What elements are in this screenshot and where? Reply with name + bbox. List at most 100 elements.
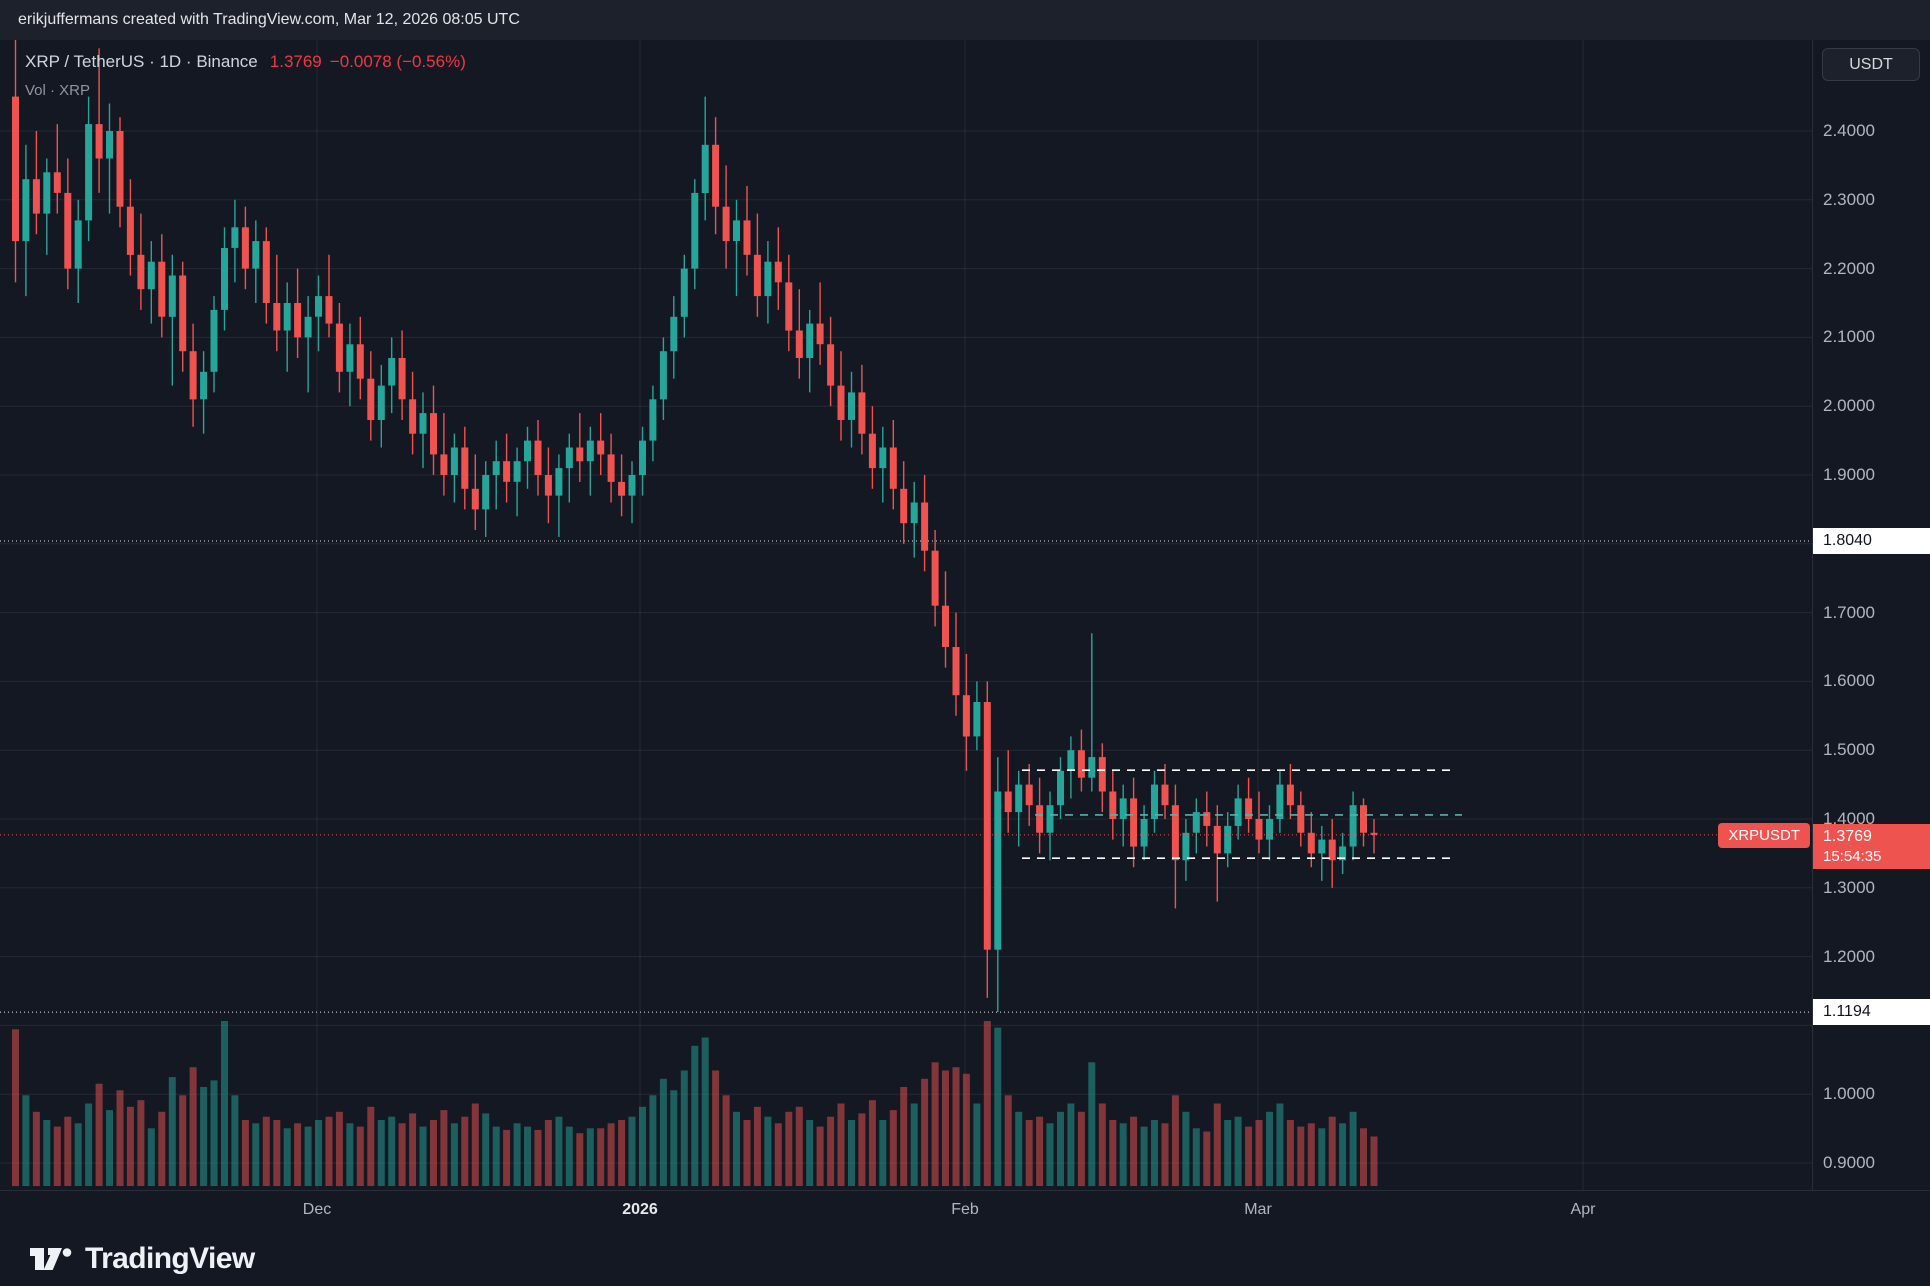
- currency-toggle-button[interactable]: USDT: [1822, 48, 1920, 81]
- candle: [1318, 825, 1326, 881]
- volume-bar: [210, 1080, 218, 1186]
- candle: [346, 323, 354, 407]
- price-axis-label: 1.7000: [1823, 602, 1875, 622]
- volume-bar: [586, 1128, 594, 1186]
- symbol-title[interactable]: XRP / TetherUS · 1D · Binance: [25, 52, 258, 71]
- candle: [450, 433, 458, 503]
- volume-bar: [64, 1116, 72, 1186]
- candle: [116, 117, 124, 228]
- candle: [1339, 832, 1347, 874]
- candle: [1192, 798, 1200, 854]
- volume-bar: [325, 1116, 333, 1186]
- price-axis[interactable]: USDT 1.8040 1.1194 1.3769 15:54:35 0.900…: [1812, 40, 1930, 1190]
- volume-bar: [450, 1123, 458, 1186]
- brand-name[interactable]: TradingView: [85, 1242, 255, 1275]
- volume-bar: [868, 1100, 876, 1186]
- candle: [1245, 777, 1253, 833]
- volume-bar: [701, 1037, 709, 1186]
- candle: [806, 309, 814, 393]
- candle: [1297, 791, 1305, 847]
- volume-bar: [1004, 1095, 1012, 1187]
- candle: [983, 681, 991, 998]
- volume-bar: [889, 1110, 897, 1186]
- candle: [1098, 743, 1106, 813]
- volume-bar: [597, 1128, 605, 1186]
- volume-bar: [471, 1103, 479, 1186]
- volume-bar: [1339, 1123, 1347, 1186]
- volume-bar: [670, 1090, 678, 1186]
- candle: [837, 351, 845, 441]
- candle: [816, 282, 824, 365]
- volume-bar: [1046, 1123, 1054, 1186]
- candle: [1004, 750, 1012, 833]
- candle: [482, 461, 490, 537]
- tradingview-logo-icon[interactable]: [28, 1241, 72, 1277]
- candle: [22, 144, 30, 297]
- candle: [618, 454, 626, 517]
- volume-bar: [315, 1120, 322, 1186]
- candle: [377, 364, 385, 448]
- candle: [889, 420, 897, 510]
- volume-bar: [43, 1120, 51, 1186]
- volume-bar: [1036, 1116, 1044, 1186]
- volume-bar: [691, 1045, 699, 1187]
- volume-bar: [335, 1111, 343, 1187]
- candle: [440, 413, 448, 496]
- candle: [1234, 784, 1242, 840]
- candle: [325, 254, 333, 338]
- volume-bar: [356, 1126, 364, 1186]
- volume-bar: [837, 1103, 845, 1186]
- candle: [1276, 770, 1284, 833]
- price-axis-label: 1.5000: [1823, 740, 1875, 760]
- volume-bar: [910, 1103, 918, 1186]
- volume-bar: [168, 1077, 176, 1186]
- candle: [1046, 791, 1054, 861]
- candle: [879, 426, 887, 503]
- volume-bar: [764, 1116, 772, 1186]
- candle: [179, 261, 187, 372]
- candle: [241, 206, 249, 290]
- volume-bar: [106, 1110, 113, 1186]
- candle: [1077, 729, 1085, 792]
- volume-bar: [189, 1067, 197, 1186]
- candle: [722, 165, 730, 269]
- candle: [315, 275, 322, 352]
- volume-bar: [607, 1123, 615, 1186]
- candle: [680, 254, 688, 338]
- candle: [200, 351, 208, 434]
- volume-bar: [774, 1123, 782, 1186]
- volume-bar: [1057, 1111, 1064, 1187]
- volume-bar: [921, 1078, 929, 1187]
- volume-bar: [1318, 1128, 1326, 1186]
- volume-bar: [482, 1113, 490, 1186]
- candle: [858, 364, 866, 455]
- candle: [356, 316, 364, 400]
- volume-indicator-label[interactable]: Vol · XRP: [25, 82, 91, 99]
- candle: [409, 371, 417, 455]
- volume-bar: [628, 1116, 636, 1186]
- volume-bar: [273, 1120, 281, 1186]
- candle: [795, 289, 803, 379]
- volume-bar: [1182, 1111, 1190, 1187]
- volume-bar: [137, 1100, 145, 1186]
- volume-bar: [1224, 1120, 1232, 1186]
- volume-bar: [1328, 1116, 1336, 1186]
- volume-bar: [555, 1116, 563, 1186]
- candle: [168, 254, 176, 386]
- time-axis[interactable]: Dec 2026 Feb Mar Apr: [0, 1190, 1930, 1232]
- last-price-symbol-badge: XRPUSDT: [1718, 822, 1810, 848]
- candle: [659, 337, 667, 420]
- price-axis-label: 1.2000: [1823, 946, 1875, 966]
- candle: [1109, 770, 1117, 840]
- candle: [503, 433, 511, 503]
- price-axis-label: 0.9000: [1823, 1153, 1875, 1172]
- price-level-badge-low: 1.1194: [1813, 999, 1930, 1026]
- volume-bar: [879, 1120, 887, 1186]
- volume-bar: [1370, 1136, 1378, 1186]
- price-axis-label: 2.2000: [1823, 258, 1875, 278]
- volume-bar: [1234, 1116, 1242, 1186]
- candle: [231, 199, 239, 283]
- candle: [398, 330, 406, 420]
- volume-bar: [1015, 1111, 1023, 1187]
